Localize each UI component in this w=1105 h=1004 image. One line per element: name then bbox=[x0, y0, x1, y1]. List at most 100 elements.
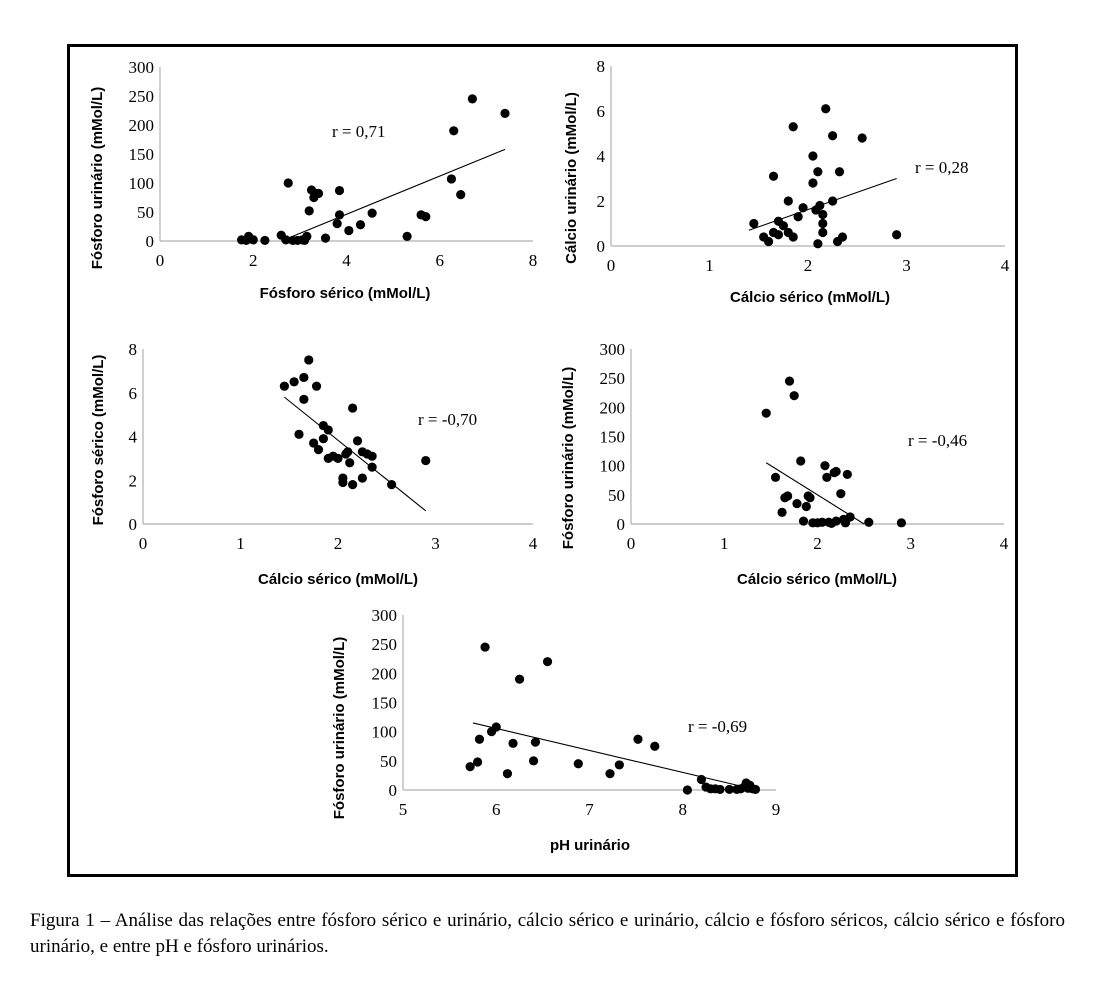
data-point bbox=[805, 493, 815, 503]
data-point bbox=[783, 196, 793, 206]
x-axis-title: Cálcio sérico (mMol/L) bbox=[730, 289, 890, 306]
x-tick-label: 5 bbox=[399, 800, 408, 819]
data-point bbox=[696, 774, 707, 785]
data-point bbox=[715, 784, 725, 795]
data-point bbox=[367, 208, 377, 218]
data-point bbox=[323, 425, 333, 435]
data-point bbox=[289, 377, 299, 387]
data-point bbox=[783, 491, 793, 501]
y-tick-label: 50 bbox=[608, 486, 625, 505]
x-tick-label: 4 bbox=[342, 251, 351, 270]
data-point bbox=[789, 391, 799, 401]
y-tick-label: 0 bbox=[146, 232, 155, 251]
x-tick-label: 1 bbox=[236, 534, 245, 553]
y-axis-title: Fósforo urinário (mMol/L) bbox=[331, 637, 348, 819]
data-point bbox=[304, 355, 314, 365]
data-point bbox=[343, 447, 353, 457]
x-tick-label: 1 bbox=[720, 534, 729, 553]
data-point bbox=[357, 473, 367, 483]
trend-line bbox=[281, 148, 506, 242]
figure-frame bbox=[67, 44, 1018, 877]
data-point bbox=[801, 501, 811, 512]
data-point bbox=[818, 209, 828, 220]
y-axis-title: Fósforo urinário (mMol/L) bbox=[89, 87, 106, 269]
data-point bbox=[480, 642, 490, 652]
correlation-annotation: r = 0,71 bbox=[332, 122, 386, 141]
data-point bbox=[813, 239, 823, 249]
data-point bbox=[828, 131, 838, 141]
data-point bbox=[446, 174, 457, 184]
y-tick-label: 0 bbox=[389, 781, 398, 800]
x-tick-label: 3 bbox=[907, 534, 916, 553]
x-tick-label: 8 bbox=[679, 800, 688, 819]
data-point bbox=[798, 203, 808, 213]
y-tick-label: 6 bbox=[129, 384, 138, 403]
data-point bbox=[367, 462, 377, 472]
data-point bbox=[788, 232, 798, 242]
data-point bbox=[798, 516, 809, 526]
data-point bbox=[302, 231, 312, 241]
data-point bbox=[818, 227, 828, 238]
data-point bbox=[345, 458, 355, 468]
y-tick-label: 0 bbox=[129, 515, 138, 534]
data-point bbox=[542, 657, 553, 667]
data-point bbox=[768, 171, 779, 181]
data-point bbox=[633, 734, 643, 744]
x-tick-label: 4 bbox=[1001, 256, 1010, 275]
data-point bbox=[491, 722, 501, 732]
data-point bbox=[761, 408, 771, 418]
data-point bbox=[338, 477, 348, 488]
data-point bbox=[831, 466, 841, 477]
data-point bbox=[348, 480, 358, 490]
figure-caption: Figura 1 – Análise das relações entre fó… bbox=[30, 910, 1065, 957]
data-point bbox=[808, 178, 818, 188]
data-point bbox=[334, 185, 345, 196]
data-point bbox=[508, 738, 518, 748]
x-tick-label: 0 bbox=[156, 251, 165, 270]
data-point bbox=[896, 518, 907, 528]
data-point bbox=[334, 210, 345, 220]
data-point bbox=[892, 230, 902, 240]
data-point bbox=[614, 760, 624, 770]
y-axis-title: Fósforo sérico (mMol/L) bbox=[90, 355, 107, 526]
data-point bbox=[605, 769, 615, 779]
y-tick-label: 100 bbox=[372, 723, 398, 742]
data-point bbox=[857, 133, 867, 143]
data-point bbox=[822, 472, 832, 482]
x-tick-label: 2 bbox=[334, 534, 343, 553]
data-point bbox=[355, 220, 366, 230]
x-tick-label: 2 bbox=[804, 256, 813, 275]
y-tick-label: 300 bbox=[372, 606, 398, 625]
data-point bbox=[842, 469, 852, 480]
data-point bbox=[279, 381, 289, 391]
x-axis-title: pH urinário bbox=[550, 837, 630, 854]
y-tick-label: 0 bbox=[617, 515, 626, 534]
data-point bbox=[831, 516, 841, 526]
data-point bbox=[815, 200, 825, 211]
data-point bbox=[318, 434, 328, 444]
data-point bbox=[352, 436, 363, 446]
data-point bbox=[311, 381, 322, 391]
correlation-annotation: r = -0,69 bbox=[688, 717, 747, 736]
data-point bbox=[793, 212, 803, 222]
x-tick-label: 2 bbox=[813, 534, 822, 553]
data-point bbox=[573, 759, 583, 769]
data-point bbox=[777, 507, 787, 517]
x-tick-label: 7 bbox=[585, 800, 594, 819]
x-tick-label: 6 bbox=[492, 800, 501, 819]
x-tick-label: 4 bbox=[1000, 534, 1009, 553]
data-point bbox=[421, 455, 431, 466]
data-point bbox=[333, 453, 343, 463]
data-point bbox=[348, 403, 358, 413]
data-point bbox=[309, 438, 319, 448]
data-point bbox=[387, 480, 397, 490]
y-tick-label: 150 bbox=[372, 694, 398, 713]
data-point bbox=[514, 674, 525, 684]
y-tick-label: 100 bbox=[129, 174, 155, 193]
y-tick-label: 4 bbox=[597, 147, 606, 166]
x-axis-title: Fósforo sérico (mMol/L) bbox=[260, 285, 431, 302]
data-point bbox=[818, 218, 828, 229]
